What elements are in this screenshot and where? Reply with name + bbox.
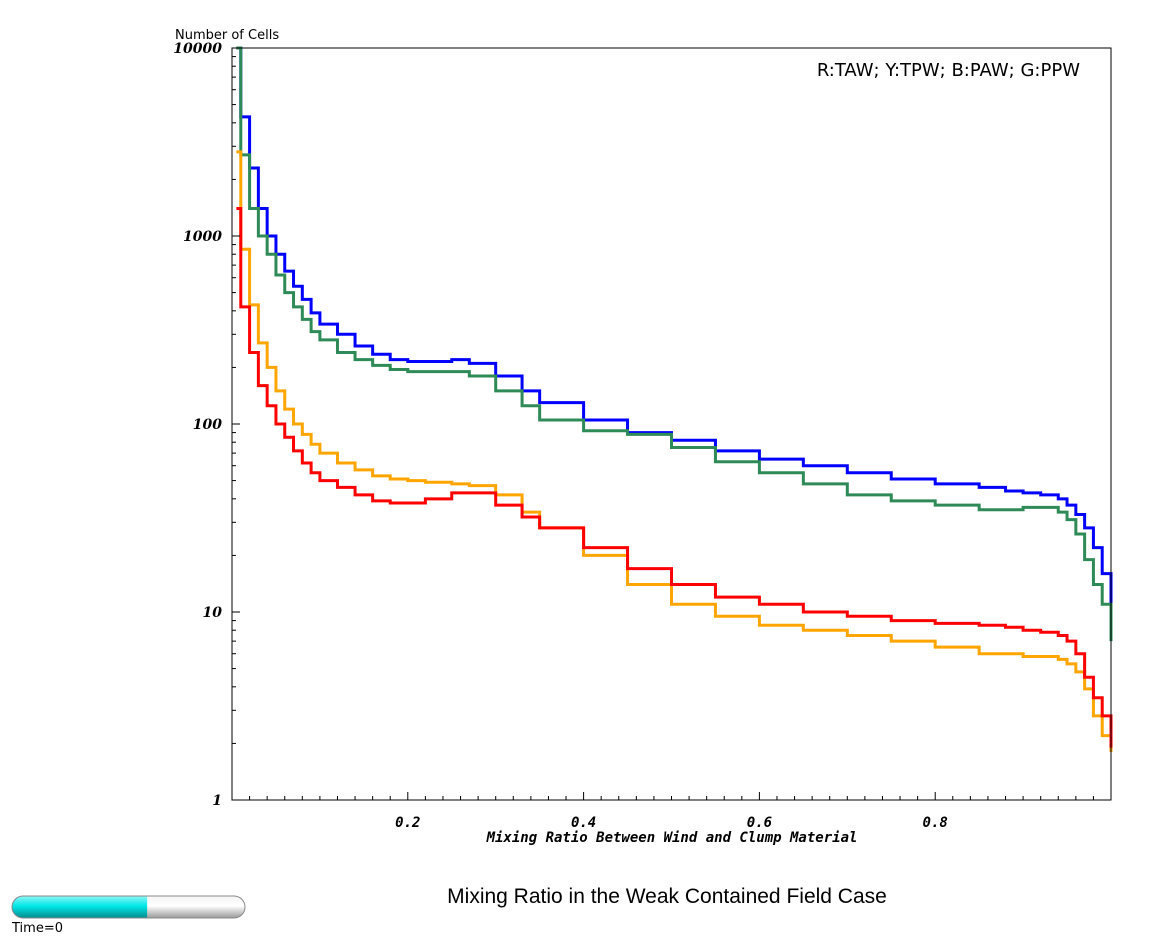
y-tick-label: 10 [203, 605, 223, 621]
series-line-2 [236, 46, 1113, 642]
chart-title: Mixing Ratio in the Weak Contained Field… [447, 885, 887, 908]
x-tick-label: 0.8 [923, 815, 948, 831]
y-tick-label: 1 [212, 793, 222, 809]
y-axis-title: Number of Cells [175, 28, 279, 43]
time-slider-fill[interactable] [12, 896, 148, 918]
axes-layer: 10000 1000 100 10 1 0.2 0.4 0.6 0.8 [173, 41, 1112, 831]
plot-area [232, 48, 1111, 800]
x-tick-label: 0.2 [395, 815, 420, 831]
y-tick-label: 10000 [173, 41, 222, 57]
x-tick-label: 0.4 [571, 815, 596, 831]
series-line-1 [236, 46, 1113, 605]
time-slider-border [11, 895, 246, 919]
legend-text: R:TAW; Y:TPW; B:PAW; G:PPW [817, 60, 1080, 81]
series-layer [236, 46, 1113, 753]
time-label: Time=0 [11, 921, 63, 936]
plot-background [232, 48, 1111, 800]
x-tick-label: 0.6 [747, 815, 772, 831]
series-line-4 [236, 207, 1113, 748]
time-slider[interactable] [11, 895, 246, 919]
y-tick-label: 100 [193, 417, 222, 433]
x-axis-title: Mixing Ratio Between Wind and Clump Mate… [486, 830, 858, 846]
y-tick-label: 1000 [183, 229, 222, 245]
